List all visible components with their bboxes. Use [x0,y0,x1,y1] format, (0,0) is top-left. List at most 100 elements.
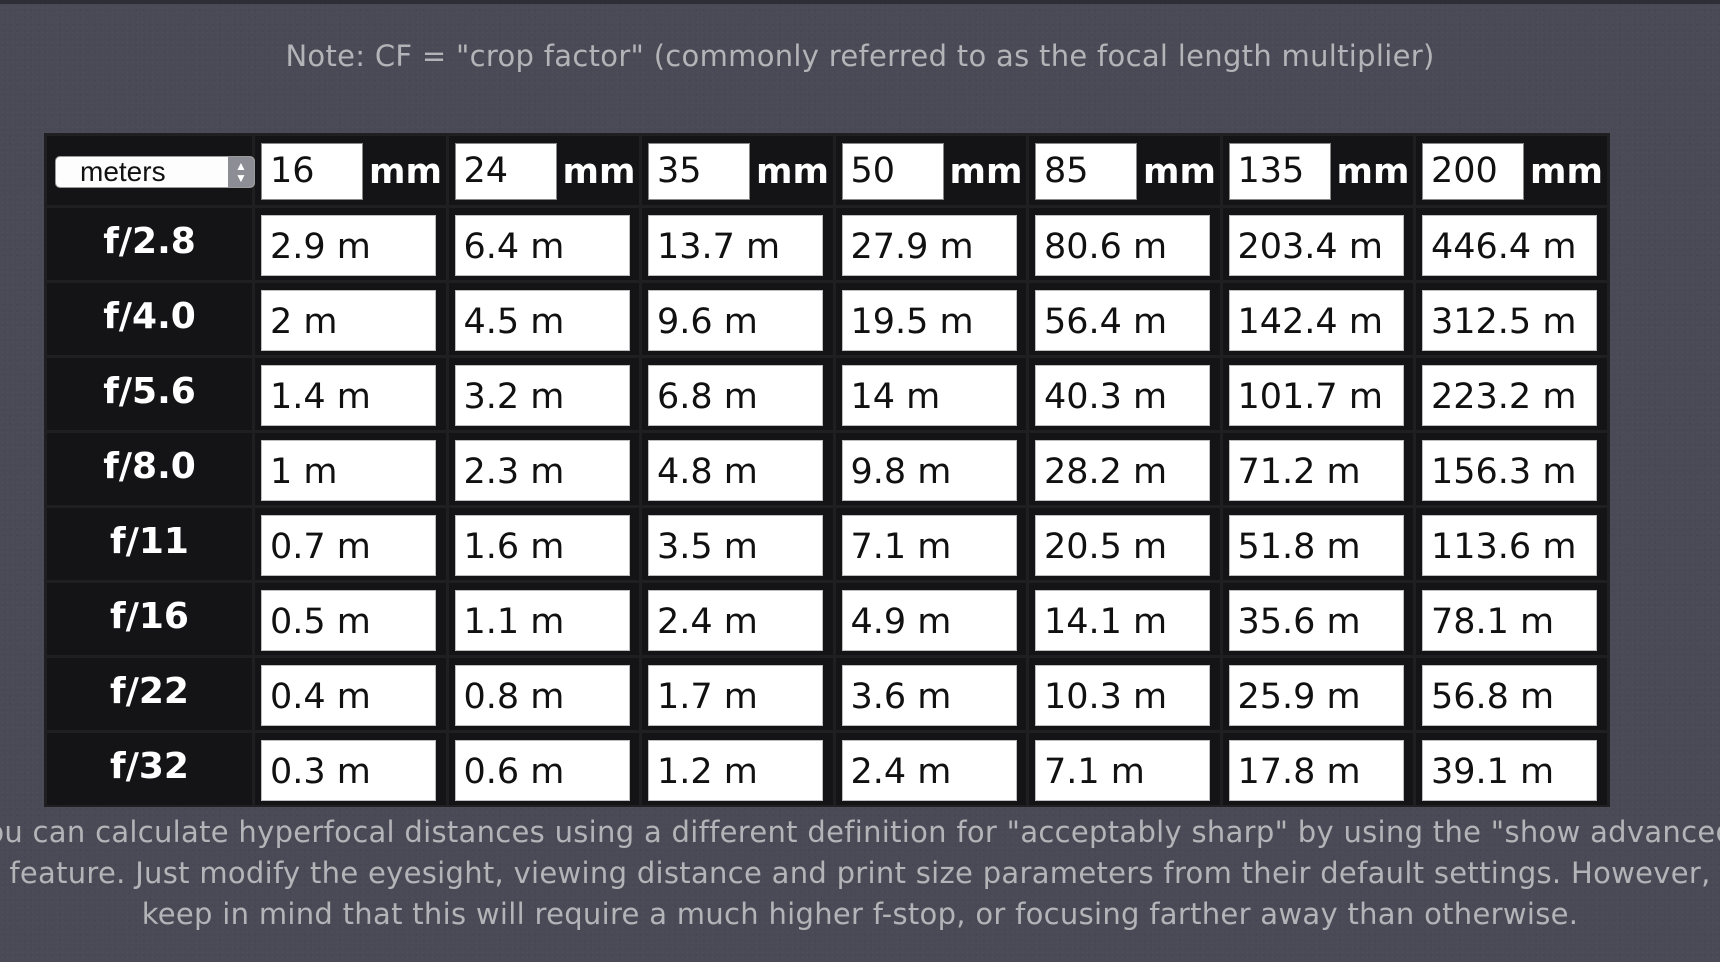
distance-cell: 4.8 m [642,433,833,505]
hyperfocal-distance-value: 6.4 m [454,215,630,276]
unit-selector-cell: meters ▲ ▼ [47,136,255,205]
distance-cell: 78.1 m [1416,583,1607,655]
hyperfocal-distance-value: 203.4 m [1228,215,1404,276]
focal-length-input[interactable]: 35 [648,143,750,200]
distance-cell: 156.3 m [1416,433,1607,505]
mm-unit-label: mm [756,152,829,192]
focal-length-header-cell: 135 mm [1222,136,1413,205]
hyperfocal-distance-value: 0.4 m [261,665,436,726]
fstop-cell: f/16 [47,583,252,655]
mm-unit-label: mm [1530,152,1603,192]
distance-cell: 9.6 m [642,283,833,355]
focal-length-input[interactable]: 24 [454,143,557,200]
hyperfocal-distance-value: 35.6 m [1228,590,1404,651]
hyperfocal-distance-value: 0.5 m [261,590,436,651]
focal-length-input[interactable]: 200 [1422,143,1524,200]
hyperfocal-distance-value: 3.2 m [454,365,630,426]
hyperfocal-distance-value: 1.6 m [454,515,630,576]
distance-cell: 223.2 m [1416,358,1607,430]
hyperfocal-distance-value: 14.1 m [1035,590,1210,651]
focal-length-header-cell: 24 mm [448,136,639,205]
distance-cell: 0.8 m [448,658,639,730]
hyperfocal-distance-value: 2.9 m [261,215,436,276]
hyperfocal-distance-value: 1 m [261,440,436,501]
distance-cell: 4.9 m [835,583,1026,655]
distance-cell: 17.8 m [1222,733,1413,805]
distance-cell: 56.4 m [1029,283,1220,355]
focal-length-input[interactable]: 50 [841,143,944,200]
distance-cell: 1.4 m [255,358,446,430]
focal-length-input[interactable]: 16 [261,143,363,200]
mm-unit-label: mm [1143,152,1216,192]
hyperfocal-distance-value: 19.5 m [841,290,1017,351]
distance-cell: 7.1 m [835,508,1026,580]
hyperfocal-distance-value: 0.6 m [454,740,630,801]
advanced-note-line-3: keep in mind that this will require a mu… [141,897,1579,931]
mm-unit-label: mm [562,152,636,192]
distance-cell: 35.6 m [1222,583,1413,655]
distance-cell: 0.6 m [448,733,639,805]
distance-cell: 446.4 m [1416,208,1607,280]
distance-cell: 39.1 m [1416,733,1607,805]
distance-cell: 3.5 m [642,508,833,580]
distance-cell: 6.8 m [642,358,833,430]
distance-cell: 113.6 m [1416,508,1607,580]
distance-cell: 27.9 m [835,208,1026,280]
distance-cell: 51.8 m [1222,508,1413,580]
hyperfocal-distance-value: 1.2 m [648,740,823,801]
distance-cell: 7.1 m [1029,733,1220,805]
unit-select-value: meters [80,156,166,187]
select-arrows-icon: ▲ ▼ [228,157,254,187]
distance-cell: 101.7 m [1222,358,1413,430]
hyperfocal-distance-value: 17.8 m [1228,740,1404,801]
hyperfocal-distance-value: 27.9 m [841,215,1017,276]
distance-cell: 20.5 m [1029,508,1220,580]
hyperfocal-distance-value: 156.3 m [1422,440,1597,501]
distance-cell: 14.1 m [1029,583,1220,655]
fstop-label: f/2.8 [103,221,196,262]
hyperfocal-distance-value: 9.8 m [841,440,1017,501]
advanced-note: You can calculate hyperfocal distances u… [0,812,1720,935]
distance-cell: 40.3 m [1029,358,1220,430]
distance-cell: 0.4 m [255,658,446,730]
hyperfocal-distance-value: 1.4 m [261,365,436,426]
hyperfocal-distance-value: 4.5 m [454,290,630,351]
hyperfocal-distance-value: 446.4 m [1422,215,1597,276]
distance-cell: 1.1 m [448,583,639,655]
crop-factor-note: Note: CF = "crop factor" (commonly refer… [285,39,1435,73]
distance-cell: 4.5 m [448,283,639,355]
hyperfocal-distance-value: 14 m [841,365,1017,426]
hyperfocal-distance-value: 25.9 m [1228,665,1404,726]
distance-cell: 1 m [255,433,446,505]
distance-cell: 14 m [835,358,1026,430]
hyperfocal-distance-value: 13.7 m [648,215,823,276]
focal-length-header-cell: 16 mm [255,136,446,205]
distance-cell: 2.4 m [835,733,1026,805]
fstop-label: f/22 [110,671,189,712]
distance-cell: 312.5 m [1416,283,1607,355]
distance-cell: 80.6 m [1029,208,1220,280]
mm-unit-label: mm [1336,152,1410,192]
fstop-cell: f/4.0 [47,283,252,355]
fstop-cell: f/8.0 [47,433,252,505]
focal-length-header-cell: 200 mm [1416,136,1607,205]
distance-cell: 1.7 m [642,658,833,730]
distance-cell: 2.4 m [642,583,833,655]
hyperfocal-distance-value: 78.1 m [1422,590,1597,651]
fstop-label: f/4.0 [103,296,196,337]
focal-length-header-cell: 50 mm [835,136,1026,205]
hyperfocal-distance-value: 142.4 m [1228,290,1404,351]
focal-length-input[interactable]: 135 [1228,143,1331,200]
distance-cell: 28.2 m [1029,433,1220,505]
top-divider [0,0,1720,4]
fstop-cell: f/32 [47,733,252,805]
distance-cell: 0.5 m [255,583,446,655]
unit-select[interactable]: meters ▲ ▼ [55,156,255,188]
hyperfocal-distance-value: 2 m [261,290,436,351]
hyperfocal-distance-value: 0.7 m [261,515,436,576]
hyperfocal-distance-value: 80.6 m [1035,215,1210,276]
hyperfocal-distance-value: 1.1 m [454,590,630,651]
focal-length-input[interactable]: 85 [1035,143,1137,200]
mm-unit-label: mm [949,152,1023,192]
hyperfocal-distance-value: 4.8 m [648,440,823,501]
